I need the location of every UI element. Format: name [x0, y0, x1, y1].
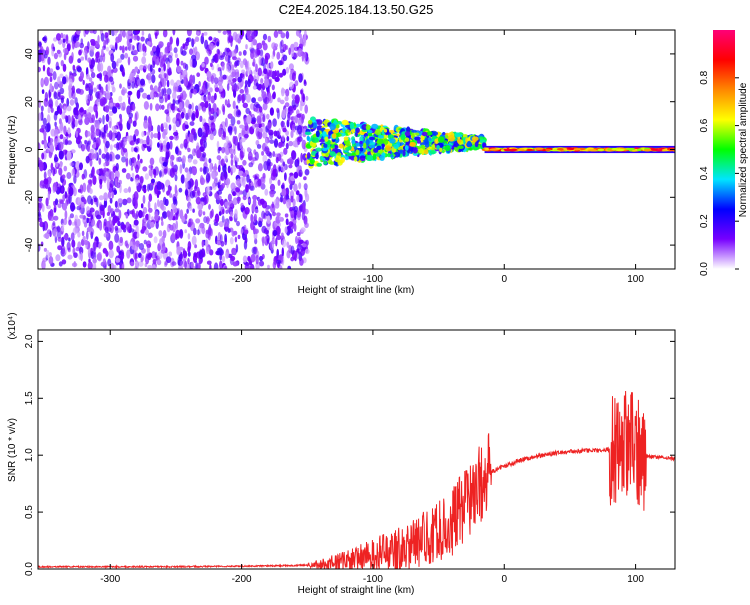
spectrogram-x-label: Height of straight line (km)	[298, 285, 415, 296]
colorbar: 0.0 0.2 0.4 0.6 0.8 Normalized spectral ampl…	[699, 30, 749, 276]
snr-x-tick-label-2: -100	[363, 574, 383, 585]
snr-y-tick-label-0: 0.0	[24, 562, 35, 576]
spectrogram-y-tick-label-3: 20	[24, 96, 35, 108]
spectrogram-y-label: Frequency (Hz)	[7, 116, 18, 185]
colorbar-tick-label-3: 0.6	[699, 118, 710, 132]
colorbar-tick-label-4: 0.8	[699, 70, 710, 84]
snr-frame	[37, 329, 676, 570]
snr-y-label: SNR (10 * v/v)	[7, 418, 18, 482]
colorbar-tick-label-0: 0.0	[699, 262, 710, 276]
spectrogram-y-tick-label-4: 40	[24, 48, 35, 60]
snr-y-tick-label-2: 1.0	[24, 448, 35, 462]
snr-series-line	[38, 390, 675, 569]
snr-x-tick-label-3: 0	[501, 574, 507, 585]
colorbar-gradient	[713, 30, 735, 269]
snr-y-tick-label-3: 1.5	[24, 391, 35, 405]
spectrogram-x-tick-label-2: -100	[363, 274, 383, 285]
spectrogram-x-tick-label-0: -300	[100, 274, 120, 285]
spectrogram-heatmap	[38, 30, 675, 269]
snr-x-ticks: -300 -200 -100 0 100	[100, 330, 644, 585]
spectrogram-y-tick-label-0: -40	[24, 237, 35, 252]
spectrogram-x-tick-label-3: 0	[501, 274, 507, 285]
spectrogram-y-tick-label-1: -20	[24, 190, 35, 205]
snr-y-tick-label-4: 2.0	[24, 334, 35, 348]
snr-y-tick-label-1: 0.5	[24, 505, 35, 519]
colorbar-tick-label-2: 0.4	[699, 166, 710, 180]
spectrogram-x-tick-label-1: -200	[232, 274, 252, 285]
spectrogram-y-tick-label-2: 0	[24, 146, 35, 152]
colorbar-tick-label-1: 0.2	[699, 214, 710, 228]
chart-title: C2E4.2025.184.13.50.G25	[279, 2, 434, 17]
colorbar-label: Normalized spectral amplitude	[738, 82, 749, 217]
snr-x-tick-label-4: 100	[627, 574, 644, 585]
snr-x-tick-label-0: -300	[100, 574, 120, 585]
spectrogram-x-tick-label-4: 100	[627, 274, 644, 285]
snr-x-label: Height of straight line (km)	[298, 585, 415, 596]
snr-x-tick-label-1: -200	[232, 574, 252, 585]
snr-y-ticks: 0.0 0.5 1.0 1.5 2.0	[24, 334, 675, 576]
colorbar-ticks: 0.0 0.2 0.4 0.6 0.8	[699, 70, 739, 276]
spectrogram-y-ticks: -40 -20 0 20 40	[24, 48, 675, 252]
snr-panel: -300 -200 -100 0 100 0.0 0.5 1.0 1.5 2.0 Height …	[7, 312, 676, 596]
snr-plot-area	[38, 330, 675, 569]
snr-y-multiplier: (x10⁴)	[7, 312, 18, 339]
spectrogram-x-ticks: -300 -200 -100 0 100	[100, 30, 644, 285]
